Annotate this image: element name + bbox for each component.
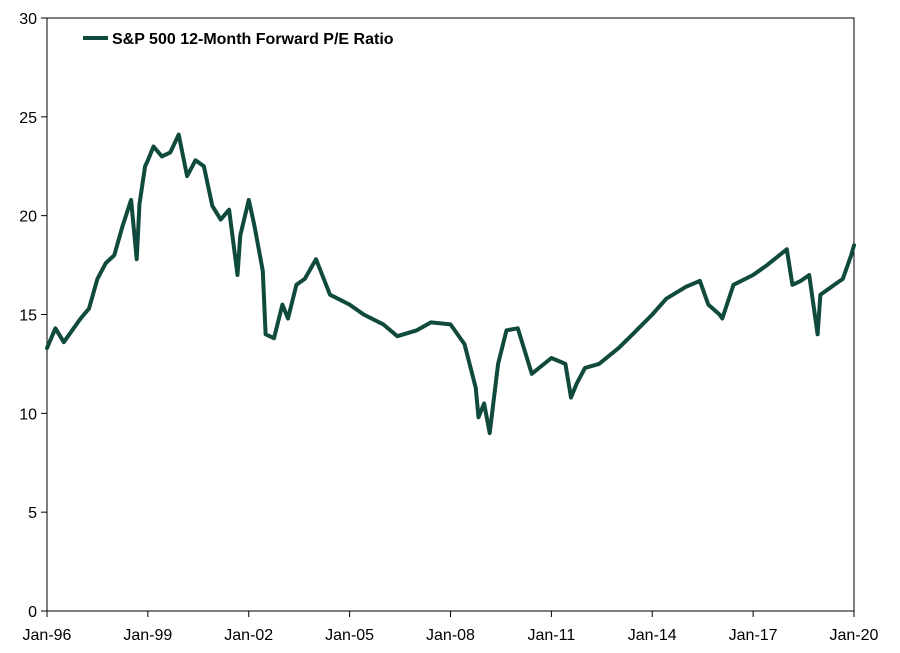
x-tick-label: Jan-02 bbox=[224, 627, 273, 644]
legend: S&P 500 12-Month Forward P/E Ratio bbox=[83, 31, 394, 48]
y-tick-label: 20 bbox=[19, 209, 37, 226]
y-axis: 0 5 10 15 20 25 30 bbox=[19, 11, 47, 621]
x-tick-label: Jan-08 bbox=[426, 627, 475, 644]
plot-area bbox=[46, 17, 855, 612]
x-tick-label: Jan-99 bbox=[123, 627, 172, 644]
y-tick-label: 5 bbox=[28, 505, 37, 522]
y-tick-label: 15 bbox=[19, 308, 37, 325]
x-tick-label: Jan-96 bbox=[23, 627, 72, 644]
y-tick-label: 10 bbox=[19, 406, 37, 423]
legend-label: S&P 500 12-Month Forward P/E Ratio bbox=[112, 31, 394, 48]
series-group bbox=[45, 132, 856, 436]
x-tick-label: Jan-11 bbox=[528, 627, 576, 644]
x-tick-label: Jan-14 bbox=[628, 627, 677, 644]
x-tick-label: Jan-20 bbox=[830, 627, 879, 644]
y-tick-label: 30 bbox=[19, 11, 37, 28]
x-tick-label: Jan-05 bbox=[325, 627, 374, 644]
x-axis: Jan-96 Jan-99 Jan-02 Jan-05 Jan-08 Jan-11 Jan-… bbox=[23, 611, 879, 644]
y-tick-label: 0 bbox=[28, 604, 37, 621]
y-tick-label: 25 bbox=[19, 110, 37, 127]
x-tick-label: Jan-17 bbox=[729, 627, 778, 644]
series-line bbox=[45, 132, 856, 436]
